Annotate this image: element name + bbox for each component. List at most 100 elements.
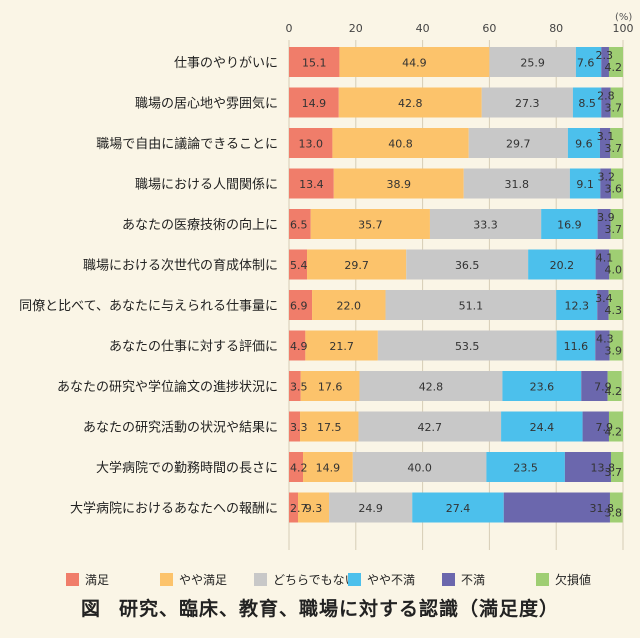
x-tick-label: 60: [482, 22, 496, 35]
segment-value-label: 6.5: [290, 219, 308, 232]
segment-value-label: 2.3: [595, 49, 613, 62]
segment-value-label: 9.1: [576, 178, 594, 191]
segment-value-label: 24.4: [530, 421, 555, 434]
x-tick-label: 80: [549, 22, 563, 35]
bar-segment: [305, 330, 378, 361]
segment-value-label: 15.1: [302, 57, 327, 70]
bar-segment: [597, 290, 609, 320]
bar-segment: [463, 168, 570, 199]
bar-segment: [289, 492, 299, 523]
segment-value-label: 35.7: [358, 219, 383, 232]
bar-segment: [610, 128, 623, 158]
bar-segment: [600, 168, 611, 199]
bar-segment: [429, 209, 542, 239]
bar-segment: [332, 128, 469, 158]
segment-value-label: 24.9: [358, 502, 383, 515]
bar-segment: [289, 87, 339, 118]
bar-segment: [582, 411, 609, 442]
bar-segment: [298, 492, 330, 523]
bar-segment: [289, 330, 306, 361]
bar-segment: [599, 128, 611, 158]
bar-segment: [358, 411, 502, 442]
legend-label: 欠損値: [555, 572, 591, 587]
bar-segment: [300, 411, 359, 442]
segment-value-label: 13.0: [298, 138, 323, 151]
category-label: 職場の居心地や雰囲気に: [135, 96, 278, 112]
bar-segment: [607, 371, 622, 401]
segment-value-label: 38.9: [386, 178, 411, 191]
bar-segment: [300, 371, 360, 401]
category-label: 職場で自由に議論できることに: [96, 136, 278, 152]
bar-segment: [601, 87, 611, 118]
segment-value-label: 44.9: [402, 57, 427, 70]
x-tick-label: 40: [416, 22, 430, 35]
segment-value-label: 4.2: [605, 61, 623, 74]
legend: 満足 やや満足 どちらでもない やや不満 不満 欠損値: [66, 572, 591, 587]
x-tick-label: 0: [286, 22, 293, 35]
segment-value-label: 3.7: [605, 102, 623, 115]
segment-value-label: 42.8: [419, 381, 444, 394]
segment-value-label: 36.5: [455, 259, 480, 272]
legend-label: やや不満: [367, 573, 415, 587]
segment-value-label: 42.8: [398, 97, 423, 110]
bar-segment: [608, 47, 623, 77]
segment-value-label: 3.1: [597, 130, 615, 143]
bar-segment: [310, 209, 430, 239]
segment-value-label: 4.3: [596, 333, 614, 346]
bar-segment: [609, 330, 623, 361]
bar-segment: [352, 452, 487, 482]
bar-segment: [610, 452, 624, 482]
bar-segment: [609, 249, 623, 280]
bar-segment: [502, 371, 582, 401]
bar-segment: [556, 330, 596, 361]
segment-value-label: 51.1: [459, 300, 484, 313]
segment-value-label: 4.0: [605, 264, 623, 277]
segment-value-label: 3.5: [290, 381, 308, 394]
bar-segment: [307, 249, 407, 280]
segment-value-label: 14.9: [302, 97, 327, 110]
bar-segment: [339, 47, 490, 77]
segment-value-label: 3.7: [605, 142, 623, 155]
bar-segment: [289, 411, 301, 442]
segment-value-label: 4.2: [290, 462, 308, 475]
segment-value-label: 13.4: [299, 178, 324, 191]
segment-value-label: 31.8: [589, 502, 614, 515]
segment-value-label: 14.9: [316, 462, 341, 475]
bar-segment: [468, 128, 568, 158]
bar-segment: [312, 290, 386, 320]
bar-segment: [486, 452, 565, 482]
x-tick-label: 20: [349, 22, 363, 35]
segment-value-label: 4.3: [605, 304, 623, 317]
bar-segment: [289, 168, 334, 199]
legend-swatch: [66, 573, 79, 586]
bar-segment: [528, 249, 596, 280]
bar-segment: [609, 492, 623, 523]
segment-value-label: 12.3: [564, 300, 589, 313]
bar-segment: [338, 87, 482, 118]
bar-segment: [377, 330, 557, 361]
legend-swatch: [536, 573, 549, 586]
bar-segment: [601, 47, 609, 77]
bar-segment: [412, 492, 504, 523]
category-label: 大学病院での勤務時間の長さに: [96, 460, 278, 476]
segment-value-label: 13.8: [590, 462, 615, 475]
segment-value-label: 11.6: [564, 340, 589, 353]
segment-value-label: 3.6: [605, 183, 623, 196]
segment-value-label: 17.6: [318, 381, 343, 394]
category-label: 仕事のやりがいに: [174, 56, 278, 71]
segment-value-label: 7.9: [595, 421, 613, 434]
legend-swatch: [442, 573, 455, 586]
segment-labels: 15.1 44.9 25.9 7.62.34.214.9 42.8 27.3 8.52.83…: [290, 49, 622, 520]
legend-label: どちらでもない: [273, 573, 357, 587]
segment-value-label: 5.4: [290, 259, 308, 272]
bar-segment: [608, 290, 623, 320]
bar-segment: [541, 209, 598, 239]
bar-segment: [581, 371, 608, 401]
segment-value-label: 17.5: [317, 421, 342, 434]
bar-segment: [489, 47, 576, 77]
bar-segment: [608, 411, 623, 442]
segment-value-label: 4.1: [596, 252, 614, 265]
bar-segment: [575, 47, 602, 77]
segment-value-label: 8.5: [578, 97, 596, 110]
